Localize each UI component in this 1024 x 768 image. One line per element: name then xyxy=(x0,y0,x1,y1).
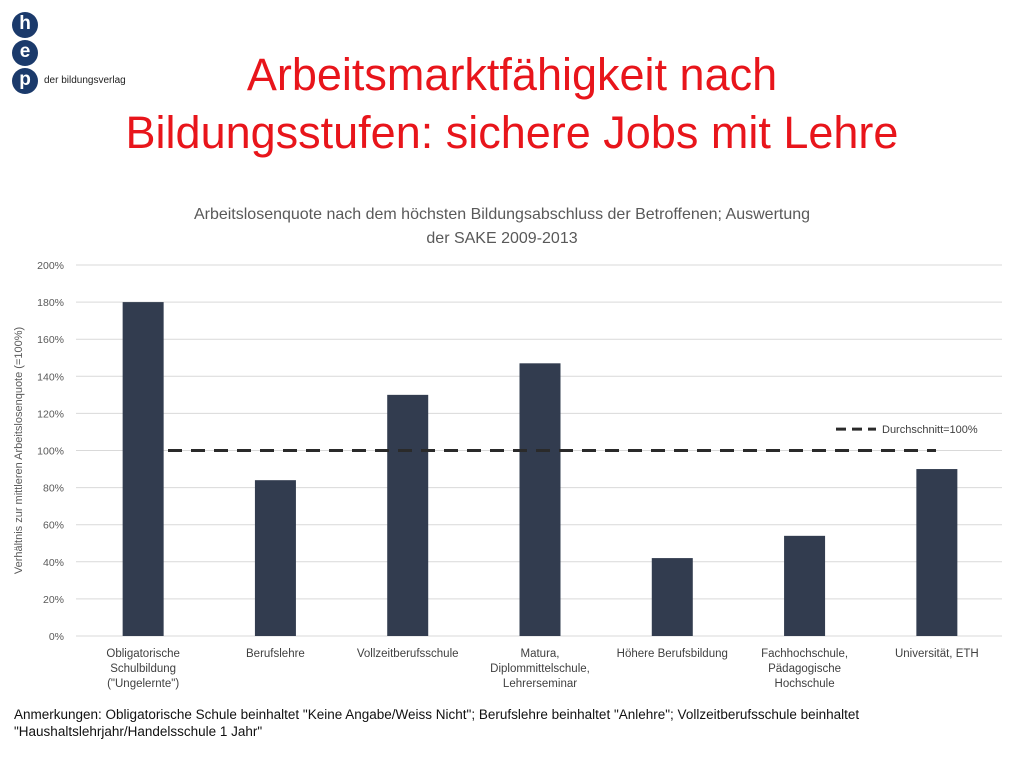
bar xyxy=(784,535,826,636)
x-tick-label: Pädagogische xyxy=(768,663,841,675)
slide-title-line2: Bildungsstufen: sichere Jobs mit Lehre xyxy=(125,107,899,158)
chart-title-line1: Arbeitslosenquote nach dem höchsten Bild… xyxy=(194,206,810,223)
y-tick-label: 0% xyxy=(49,631,64,643)
x-tick-label: Universität, ETH xyxy=(895,648,979,660)
bar xyxy=(519,363,561,636)
y-tick-label: 180% xyxy=(37,297,64,309)
x-tick-label: Vollzeitberufsschule xyxy=(357,648,459,660)
slide-title-line1: Arbeitsmarktfähigkeit nach xyxy=(246,49,778,100)
bar xyxy=(254,480,296,636)
y-tick-label: 120% xyxy=(37,408,64,420)
y-tick-label: 40% xyxy=(43,557,64,569)
footnote: Anmerkungen: Obligatorische Schule beinh… xyxy=(14,706,1014,740)
logo-letter-h: h xyxy=(12,12,38,38)
bar xyxy=(122,302,164,636)
unemployment-ratio-bar-chart: Arbeitslosenquote nach dem höchsten Bild… xyxy=(13,206,1002,690)
y-tick-label: 200% xyxy=(37,260,64,272)
y-tick-label: 100% xyxy=(37,446,64,458)
logo-tagline: der bildungsverlag xyxy=(44,75,126,86)
x-tick-label: Matura, xyxy=(521,648,560,660)
legend-average-label: Durchschnitt=100% xyxy=(882,424,978,436)
x-tick-label: Fachhochschule, xyxy=(761,648,848,660)
bar xyxy=(387,394,429,636)
footnote-line2: "Haushaltslehrjahr/Handelsschule 1 Jahr" xyxy=(14,724,263,739)
y-tick-label: 160% xyxy=(37,334,64,346)
y-tick-label: 20% xyxy=(43,594,64,606)
x-tick-label: Obligatorische xyxy=(106,648,180,660)
bar xyxy=(651,558,693,636)
y-axis-label: Verhältnis zur mittleren Arbeitslosenquo… xyxy=(13,327,25,574)
slide-title: Arbeitsmarktfähigkeit nach Bildungsstufe… xyxy=(0,46,1024,162)
x-tick-label: Hochschule xyxy=(775,678,835,690)
logo-letter-p: p xyxy=(12,68,38,94)
chart-title-line2: der SAKE 2009-2013 xyxy=(426,230,577,247)
x-tick-label: Diplommittelschule, xyxy=(490,663,590,675)
y-tick-label: 80% xyxy=(43,483,64,495)
bar xyxy=(916,469,958,636)
x-tick-label: Schulbildung xyxy=(110,663,176,675)
logo-letter-e: e xyxy=(12,40,38,66)
footnote-line1: Anmerkungen: Obligatorische Schule beinh… xyxy=(14,707,860,722)
x-tick-label: ("Ungelernte") xyxy=(107,678,179,690)
y-tick-label: 60% xyxy=(43,520,64,532)
x-tick-label: Höhere Berufsbildung xyxy=(617,648,728,660)
x-tick-label: Berufslehre xyxy=(246,648,305,660)
x-tick-label: Lehrerseminar xyxy=(503,678,577,690)
y-tick-label: 140% xyxy=(37,371,64,383)
publisher-logo: h e p der bildungsverlag xyxy=(12,12,142,94)
